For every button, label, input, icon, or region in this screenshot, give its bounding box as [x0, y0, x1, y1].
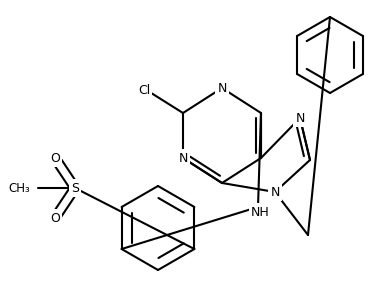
Text: O: O	[50, 211, 60, 225]
Text: N: N	[178, 152, 188, 164]
Text: O: O	[50, 152, 60, 164]
Text: Cl: Cl	[138, 84, 150, 98]
Text: N: N	[270, 185, 280, 199]
Text: CH₃: CH₃	[8, 182, 30, 194]
Text: N: N	[217, 81, 227, 95]
Text: S: S	[71, 182, 79, 194]
Text: NH: NH	[250, 206, 269, 218]
Text: N: N	[295, 112, 305, 124]
